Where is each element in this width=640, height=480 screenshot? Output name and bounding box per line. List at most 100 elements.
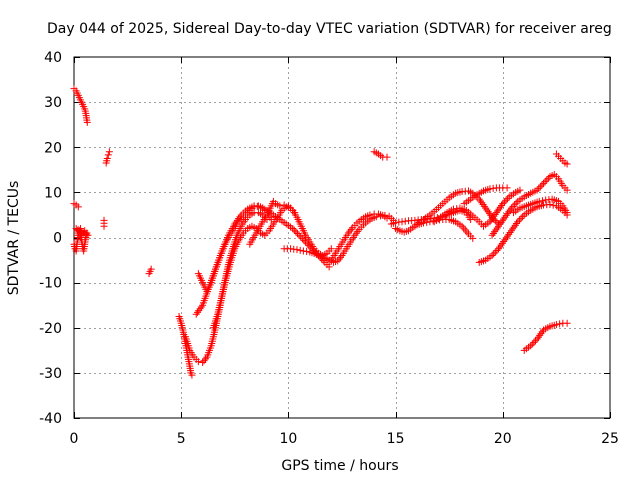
data-point xyxy=(83,118,91,126)
data-point xyxy=(293,246,301,254)
data-point xyxy=(538,197,546,205)
data-point xyxy=(502,211,510,219)
data-point xyxy=(477,197,485,205)
data-point xyxy=(549,201,557,209)
data-point xyxy=(195,307,203,315)
data-point xyxy=(497,219,505,227)
series-arc-6 xyxy=(145,265,155,278)
data-point xyxy=(540,179,548,187)
x-axis-label: GPS time / hours xyxy=(281,458,398,474)
data-point xyxy=(492,209,500,217)
data-point xyxy=(546,201,554,209)
data-point xyxy=(556,320,564,328)
data-point xyxy=(105,148,113,156)
y-tick-label: -40 xyxy=(39,411,62,427)
data-point xyxy=(346,227,354,235)
data-point xyxy=(536,183,544,191)
data-point xyxy=(509,202,517,210)
series-arc-5 xyxy=(102,148,113,167)
series-arc-15 xyxy=(370,148,391,161)
data-point xyxy=(491,228,499,236)
series-arc-18 xyxy=(413,187,503,228)
data-point xyxy=(534,333,542,341)
data-point xyxy=(505,208,513,216)
data-point xyxy=(530,338,538,346)
data-point xyxy=(500,215,508,223)
data-point xyxy=(531,337,539,345)
data-point xyxy=(527,342,535,350)
data-point xyxy=(298,235,306,243)
ticks: 0 5 10 15 20 25 -40 -30 -20 -10 0 10 20 30 40 xyxy=(39,50,619,447)
data-point xyxy=(502,196,510,204)
data-point xyxy=(366,211,374,219)
data-point xyxy=(493,246,501,254)
data-point xyxy=(491,210,499,218)
data-point xyxy=(250,203,258,211)
y-tick-label: -30 xyxy=(39,366,62,382)
data-point xyxy=(538,328,546,336)
x-tick-label: 0 xyxy=(70,431,79,447)
data-point xyxy=(497,241,505,249)
plot-frame xyxy=(73,56,611,419)
grid xyxy=(74,57,610,418)
data-point xyxy=(514,218,522,226)
data-point xyxy=(499,200,507,208)
data-point xyxy=(490,212,498,220)
data-point xyxy=(488,231,496,239)
data-point xyxy=(463,228,471,236)
data-point xyxy=(347,225,355,233)
data-point xyxy=(489,229,497,237)
data-point xyxy=(478,199,486,207)
data-point xyxy=(294,230,302,238)
data-point xyxy=(383,214,391,222)
data-point xyxy=(482,204,490,212)
data-point xyxy=(429,217,437,225)
data-point xyxy=(511,201,519,209)
series-arc-22 xyxy=(488,170,571,239)
data-point xyxy=(490,250,498,258)
data-point xyxy=(194,358,202,366)
data-point xyxy=(538,181,546,189)
data-point xyxy=(493,224,501,232)
y-tick-label: 30 xyxy=(44,95,62,111)
data-point xyxy=(104,151,112,159)
data-point xyxy=(327,245,335,253)
data-point xyxy=(289,224,297,232)
data-point xyxy=(480,202,488,210)
data-point xyxy=(563,319,571,327)
data-point xyxy=(461,226,469,234)
data-point xyxy=(496,220,504,228)
data-point xyxy=(486,210,494,218)
data-point xyxy=(503,184,511,192)
data-point xyxy=(188,371,196,379)
data-point xyxy=(100,222,108,230)
data-point xyxy=(297,233,305,241)
series-arc-2 xyxy=(70,200,82,211)
data-markers xyxy=(70,85,571,379)
chart-title: Day 044 of 2025, Sidereal Day-to-day VTE… xyxy=(47,21,612,37)
data-point xyxy=(502,234,510,242)
data-point xyxy=(513,220,521,228)
data-point xyxy=(537,330,545,338)
data-point xyxy=(196,305,204,313)
data-point xyxy=(498,239,506,247)
y-tick-label: 0 xyxy=(53,231,62,247)
y-axis-label: SDTVAR / TECUs xyxy=(6,181,22,296)
data-point xyxy=(533,335,541,343)
data-point xyxy=(280,201,288,209)
series-arc-25 xyxy=(520,319,571,354)
data-point xyxy=(536,331,544,339)
data-point xyxy=(484,208,492,216)
x-tick-label: 5 xyxy=(177,431,186,447)
data-point xyxy=(509,225,517,233)
y-tick-label: 10 xyxy=(44,185,62,201)
data-point xyxy=(498,217,506,225)
data-point xyxy=(197,303,205,311)
data-point xyxy=(469,234,477,242)
x-tick-label: 10 xyxy=(279,431,297,447)
data-point xyxy=(492,226,500,234)
data-point xyxy=(147,265,155,273)
data-point xyxy=(383,153,391,161)
data-point xyxy=(535,184,543,192)
